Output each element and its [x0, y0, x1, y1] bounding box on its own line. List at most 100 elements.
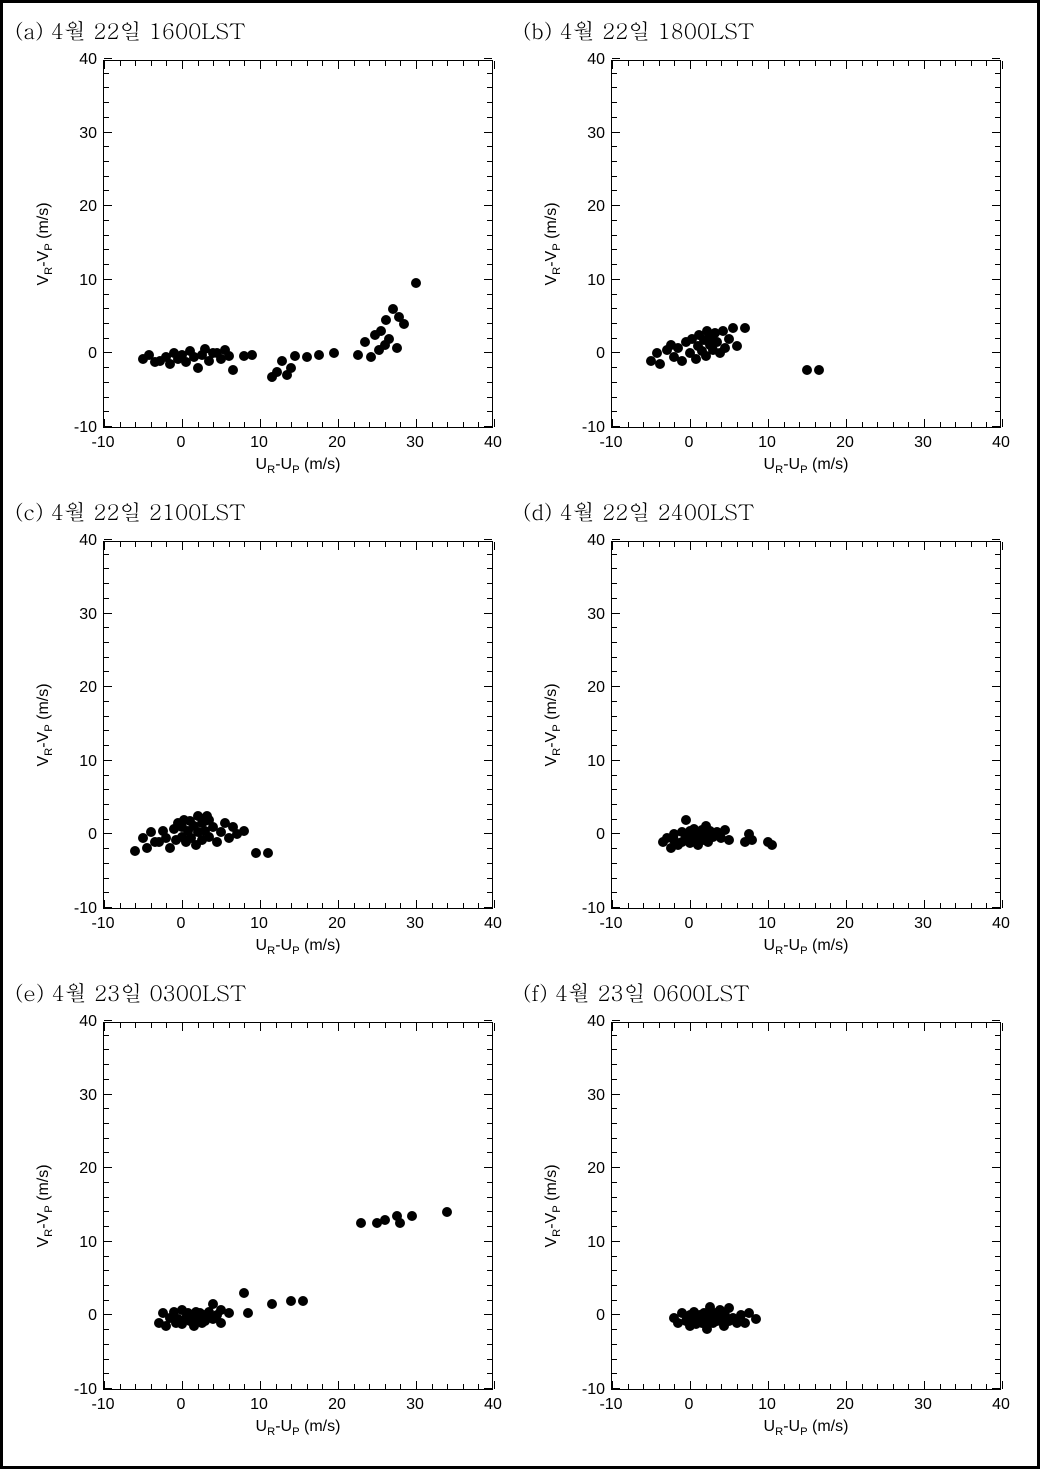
tick-minor [784, 61, 785, 66]
tick-minor [447, 903, 448, 908]
tick [768, 419, 769, 427]
tick-minor [815, 422, 816, 427]
tick [484, 132, 492, 133]
tick-minor [799, 542, 800, 547]
tick-minor [752, 903, 753, 908]
tick-minor [612, 863, 617, 864]
tick [494, 61, 495, 69]
tick-minor [447, 1384, 448, 1389]
tick-minor [995, 1152, 1000, 1153]
tick [1002, 419, 1003, 427]
tick-minor [104, 294, 109, 295]
tick-minor [369, 1384, 370, 1389]
tick-minor [307, 542, 308, 547]
data-point [720, 343, 730, 353]
tick-minor [198, 61, 199, 66]
tick-minor [432, 542, 433, 547]
x-tick-label: 20 [836, 434, 854, 452]
y-tick-label: 40 [587, 1013, 605, 1031]
tick [260, 542, 261, 550]
tick-minor [940, 61, 941, 66]
tick-minor [151, 903, 152, 908]
tick-minor [971, 61, 972, 66]
tick-minor [487, 1035, 492, 1036]
tick [338, 900, 339, 908]
tick-minor [612, 1079, 617, 1080]
tick-minor [487, 264, 492, 265]
tick-minor [354, 542, 355, 547]
tick-minor [612, 176, 617, 177]
tick [182, 61, 183, 69]
y-tick-label: 20 [587, 679, 605, 697]
tick-minor [955, 542, 956, 547]
tick-minor [104, 583, 109, 584]
tick-minor [706, 1384, 707, 1389]
tick-minor [877, 61, 878, 66]
tick-minor [612, 338, 617, 339]
data-point [267, 1299, 277, 1309]
tick-minor [706, 903, 707, 908]
tick-minor [612, 1359, 617, 1360]
tick-minor [213, 61, 214, 66]
tick-minor [643, 542, 644, 547]
tick [104, 760, 112, 761]
x-tick-label: 0 [685, 915, 694, 933]
tick [612, 426, 620, 427]
tick-minor [815, 1023, 816, 1028]
y-tick-label: 20 [79, 1160, 97, 1178]
tick-minor [612, 819, 617, 820]
tick-minor [995, 1329, 1000, 1330]
tick-minor [487, 397, 492, 398]
tick-minor [995, 294, 1000, 295]
tick-minor [104, 627, 109, 628]
tick [924, 61, 925, 69]
tick-minor [478, 1023, 479, 1028]
tick-minor [291, 422, 292, 427]
tick-minor [487, 323, 492, 324]
tick-minor [104, 789, 109, 790]
tick [612, 613, 620, 614]
tick-minor [213, 422, 214, 427]
x-tick-label: 0 [177, 915, 186, 933]
tick-minor [229, 1384, 230, 1389]
tick [338, 542, 339, 550]
tick [104, 1388, 112, 1389]
tick [690, 1023, 691, 1031]
tick-minor [213, 1023, 214, 1028]
panel-f: (f) 4월 23일 0600LST-10010203040-100102030… [521, 973, 1027, 1452]
tick-minor [659, 422, 660, 427]
tick-minor [721, 542, 722, 547]
tick [612, 205, 620, 206]
tick-minor [463, 903, 464, 908]
tick-minor [612, 235, 617, 236]
tick-minor [940, 422, 941, 427]
tick-minor [612, 1049, 617, 1050]
data-point [724, 835, 734, 845]
tick-minor [674, 542, 675, 547]
tick-minor [151, 61, 152, 66]
tick [484, 1388, 492, 1389]
tick-minor [877, 1023, 878, 1028]
tick-minor [612, 789, 617, 790]
tick [992, 539, 1000, 540]
tick [104, 279, 112, 280]
tick [338, 419, 339, 427]
tick-minor [612, 367, 617, 368]
tick-minor [400, 1023, 401, 1028]
tick-minor [487, 1270, 492, 1271]
tick [768, 900, 769, 908]
tick-minor [737, 1384, 738, 1389]
tick-minor [643, 422, 644, 427]
chart: -10010203040-10010203040UR-UP (m/s)VR-VP… [521, 1012, 1021, 1452]
tick-minor [104, 1329, 109, 1330]
data-point [272, 367, 282, 377]
tick-minor [104, 220, 109, 221]
tick-minor [612, 117, 617, 118]
tick-minor [612, 190, 617, 191]
tick-minor [612, 554, 617, 555]
x-tick-label: 20 [328, 1396, 346, 1414]
y-tick-label: 10 [587, 1234, 605, 1252]
tick-minor [400, 61, 401, 66]
tick-minor [674, 903, 675, 908]
tick-minor [995, 249, 1000, 250]
